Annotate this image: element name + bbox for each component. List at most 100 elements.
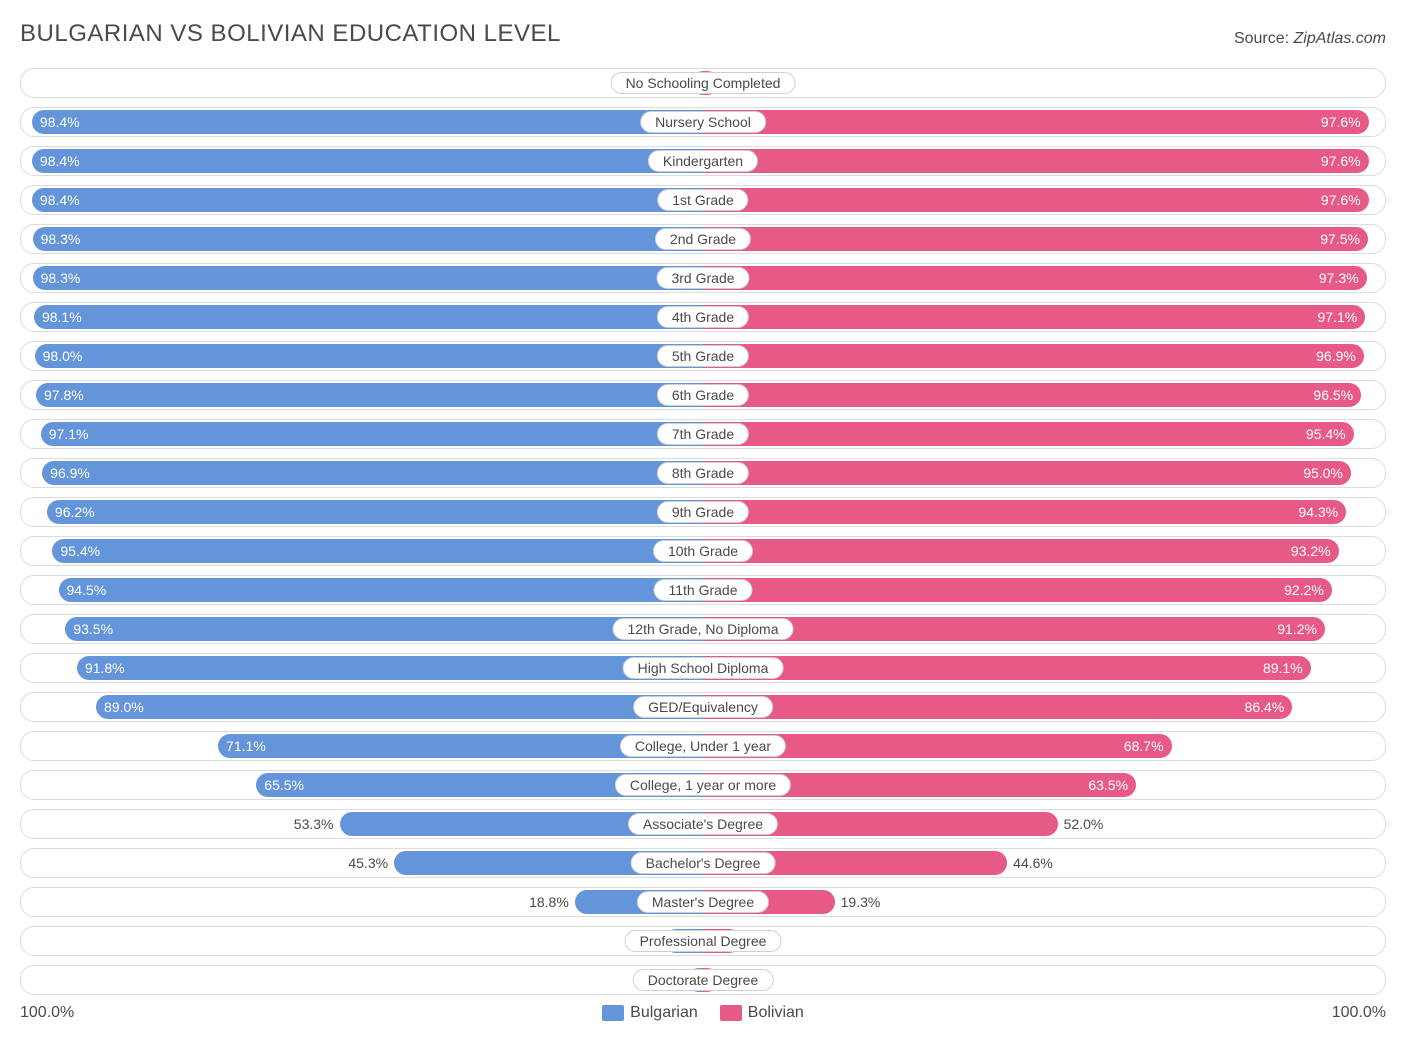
diverging-bar-chart: 1.6%2.4%No Schooling Completed 98.4% 97.6%… bbox=[20, 68, 1386, 995]
bar-right: 91.2% bbox=[703, 617, 1325, 641]
value-right: 97.6% bbox=[1321, 153, 1361, 169]
bar-right: 97.6% bbox=[703, 188, 1369, 212]
chart-row: 89.0% 86.4%GED/Equivalency bbox=[20, 692, 1386, 722]
category-label: Bachelor's Degree bbox=[631, 852, 776, 874]
category-label: Professional Degree bbox=[625, 930, 782, 952]
category-label: 7th Grade bbox=[657, 423, 749, 445]
value-right: 95.0% bbox=[1303, 465, 1343, 481]
bar-left: 97.1% bbox=[41, 422, 703, 446]
value-left: 94.5% bbox=[67, 582, 107, 598]
bar-right: 97.6% bbox=[703, 149, 1369, 173]
value-left: 93.5% bbox=[73, 621, 113, 637]
chart-row: 95.4% 93.2% 10th Grade bbox=[20, 536, 1386, 566]
category-label: 8th Grade bbox=[657, 462, 749, 484]
bar-left: 93.5% bbox=[65, 617, 703, 641]
category-label: 2nd Grade bbox=[655, 228, 751, 250]
value-right: 96.5% bbox=[1313, 387, 1353, 403]
bar-right: 89.1% bbox=[703, 656, 1311, 680]
bar-right: 95.4% bbox=[703, 422, 1354, 446]
category-label: 1st Grade bbox=[657, 189, 748, 211]
chart-footer: 100.0% Bulgarian Bolivian 100.0% bbox=[20, 1004, 1386, 1022]
value-left: 96.2% bbox=[55, 504, 95, 520]
value-left: 98.4% bbox=[40, 192, 80, 208]
value-right: 97.6% bbox=[1321, 192, 1361, 208]
chart-row: 45.3%44.6%Bachelor's Degree bbox=[20, 848, 1386, 878]
legend: Bulgarian Bolivian bbox=[602, 1004, 804, 1022]
value-right: 68.7% bbox=[1124, 738, 1164, 754]
chart-row: 18.8%19.3%Master's Degree bbox=[20, 887, 1386, 917]
chart-row: 97.1% 95.4% 7th Grade bbox=[20, 419, 1386, 449]
bar-left: 96.2% bbox=[47, 500, 703, 524]
category-label: 12th Grade, No Diploma bbox=[613, 618, 794, 640]
chart-row: 98.4% 97.6% Nursery School bbox=[20, 107, 1386, 137]
chart-row: 98.3% 97.3% 3rd Grade bbox=[20, 263, 1386, 293]
value-left: 96.9% bbox=[50, 465, 90, 481]
value-left: 89.0% bbox=[104, 699, 144, 715]
bar-right: 92.2% bbox=[703, 578, 1332, 602]
category-label: Doctorate Degree bbox=[633, 969, 774, 991]
bar-left: 96.9% bbox=[42, 461, 703, 485]
axis-right-label: 100.0% bbox=[1332, 1004, 1386, 1022]
value-left: 97.8% bbox=[44, 387, 84, 403]
bar-left: 95.4% bbox=[52, 539, 703, 563]
bar-left: 98.3% bbox=[33, 227, 703, 251]
value-right: 89.1% bbox=[1263, 660, 1303, 676]
chart-row: 98.0%96.9%5th Grade bbox=[20, 341, 1386, 371]
value-left: 98.3% bbox=[41, 270, 81, 286]
bar-right: 96.5% bbox=[703, 383, 1361, 407]
value-right: 97.6% bbox=[1321, 114, 1361, 130]
value-left: 18.8% bbox=[529, 894, 569, 910]
legend-swatch-left bbox=[602, 1005, 624, 1021]
bar-left: 98.4% bbox=[32, 110, 703, 134]
chart-row: 98.1% 97.1% 4th Grade bbox=[20, 302, 1386, 332]
value-right: 97.3% bbox=[1319, 270, 1359, 286]
chart-header: BULGARIAN VS BOLIVIAN EDUCATION LEVEL So… bbox=[20, 20, 1386, 48]
bar-right: 97.5% bbox=[703, 227, 1368, 251]
chart-row: 93.5% 91.2% 12th Grade, No Diploma bbox=[20, 614, 1386, 644]
category-label: Master's Degree bbox=[637, 891, 769, 913]
chart-row: 96.9% 95.0% 8th Grade bbox=[20, 458, 1386, 488]
bar-left: 91.8% bbox=[77, 656, 703, 680]
value-left: 98.4% bbox=[40, 153, 80, 169]
category-label: College, 1 year or more bbox=[615, 774, 791, 796]
category-label: GED/Equivalency bbox=[633, 696, 773, 718]
chart-row: 1.6%2.4%No Schooling Completed bbox=[20, 68, 1386, 98]
bar-right: 96.9% bbox=[703, 344, 1364, 368]
value-left: 98.1% bbox=[42, 309, 82, 325]
category-label: 6th Grade bbox=[657, 384, 749, 406]
value-right: 92.2% bbox=[1284, 582, 1324, 598]
value-right: 91.2% bbox=[1277, 621, 1317, 637]
legend-label-right: Bolivian bbox=[748, 1004, 804, 1022]
chart-row: 98.4%97.6%Kindergarten bbox=[20, 146, 1386, 176]
bar-left: 98.0% bbox=[35, 344, 703, 368]
value-left: 95.4% bbox=[60, 543, 100, 559]
chart-row: 98.3% 97.5% 2nd Grade bbox=[20, 224, 1386, 254]
category-label: 4th Grade bbox=[657, 306, 749, 328]
chart-row: 91.8%89.1%High School Diploma bbox=[20, 653, 1386, 683]
bar-left: 89.0% bbox=[96, 695, 703, 719]
bar-left: 98.4% bbox=[32, 188, 703, 212]
value-left: 97.1% bbox=[49, 426, 89, 442]
value-right: 97.5% bbox=[1320, 231, 1360, 247]
category-label: 3rd Grade bbox=[656, 267, 749, 289]
legend-item-left: Bulgarian bbox=[602, 1004, 698, 1022]
bar-left: 94.5% bbox=[59, 578, 703, 602]
chart-row: 2.4%2.4%Doctorate Degree bbox=[20, 965, 1386, 995]
bar-right: 86.4% bbox=[703, 695, 1292, 719]
value-left: 71.1% bbox=[226, 738, 266, 754]
value-right: 97.1% bbox=[1318, 309, 1358, 325]
chart-row: 97.8% 96.5% 6th Grade bbox=[20, 380, 1386, 410]
value-right: 95.4% bbox=[1306, 426, 1346, 442]
category-label: Associate's Degree bbox=[628, 813, 778, 835]
source-value: ZipAtlas.com bbox=[1294, 30, 1386, 47]
category-label: 10th Grade bbox=[653, 540, 753, 562]
bar-right: 93.2% bbox=[703, 539, 1339, 563]
bar-right: 94.3% bbox=[703, 500, 1346, 524]
bar-right: 95.0% bbox=[703, 461, 1351, 485]
axis-left-label: 100.0% bbox=[20, 1004, 74, 1022]
category-label: No Schooling Completed bbox=[611, 72, 796, 94]
bar-left: 98.3% bbox=[33, 266, 703, 290]
category-label: Nursery School bbox=[640, 111, 766, 133]
value-right: 93.2% bbox=[1291, 543, 1331, 559]
chart-row: 65.5%63.5%College, 1 year or more bbox=[20, 770, 1386, 800]
